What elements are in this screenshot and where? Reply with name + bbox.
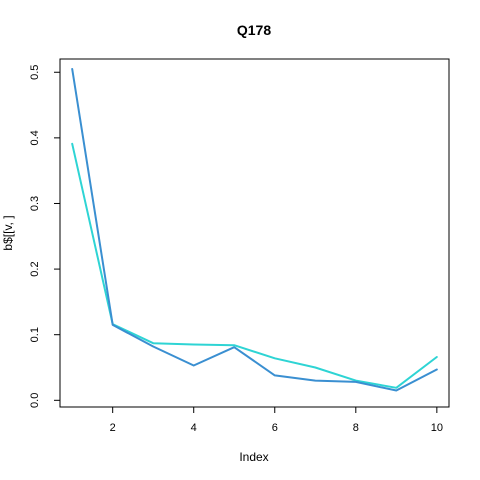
plot-frame [59,58,450,408]
y-axis: 0.0 0.1 0.2 0.3 0.4 0.5 [29,65,60,408]
x-tick-label: 8 [353,422,359,434]
x-tick-label: 10 [431,422,443,434]
y-tick-label: 0.2 [29,261,41,276]
y-tick-label: 0.1 [29,327,41,342]
series-layer [71,68,438,392]
x-tick-label: 2 [110,422,116,434]
x-tick-label: 4 [191,422,197,434]
series-line-1 [71,68,438,392]
x-axis: 2 4 6 8 10 [110,407,443,434]
chart-title: Q178 [237,22,271,38]
x-axis-label: Index [239,450,268,464]
y-tick-label: 0.3 [29,196,41,211]
y-tick-label: 0.5 [29,65,41,80]
y-tick-label: 0.0 [29,393,41,408]
y-axis-label: b$[[v, ] [1,215,15,250]
y-tick-label: 0.4 [29,130,41,145]
x-tick-label: 6 [272,422,278,434]
series-line-2 [71,142,438,389]
